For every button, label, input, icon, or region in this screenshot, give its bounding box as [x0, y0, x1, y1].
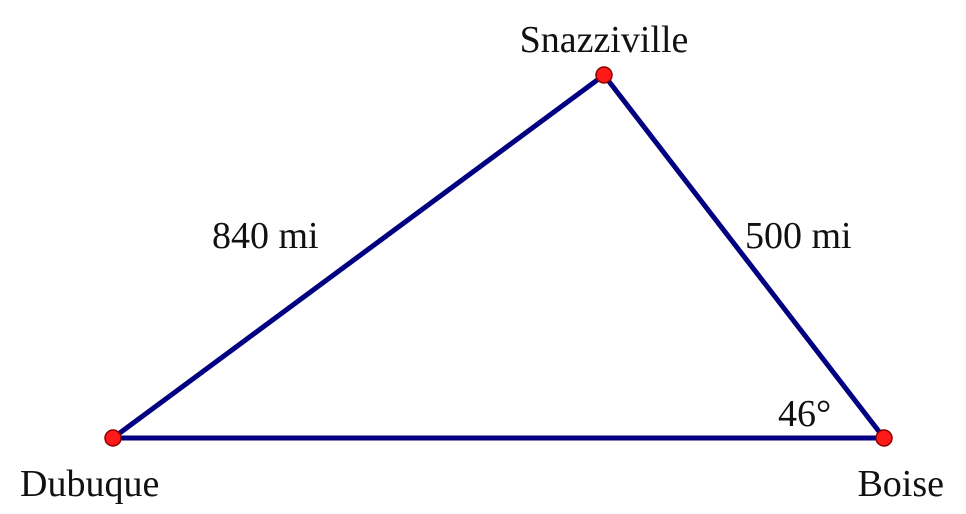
vertex-label-boise: Boise [857, 463, 944, 505]
vertex-snazziville-point [595, 66, 613, 84]
vertex-label-snazziville: Snazziville [520, 19, 689, 61]
edge-snazziville-boise [601, 72, 887, 441]
vertex-label-dubuque: Dubuque [20, 463, 159, 505]
side-length-right-label: 500 mi [745, 215, 852, 257]
vertex-dubuque-point [104, 429, 122, 447]
angle-label-boise: 46° [778, 393, 831, 435]
edge-snazziville-dubuque [110, 72, 607, 441]
side-length-left-label: 840 mi [212, 215, 319, 257]
vertex-boise-point [875, 429, 893, 447]
